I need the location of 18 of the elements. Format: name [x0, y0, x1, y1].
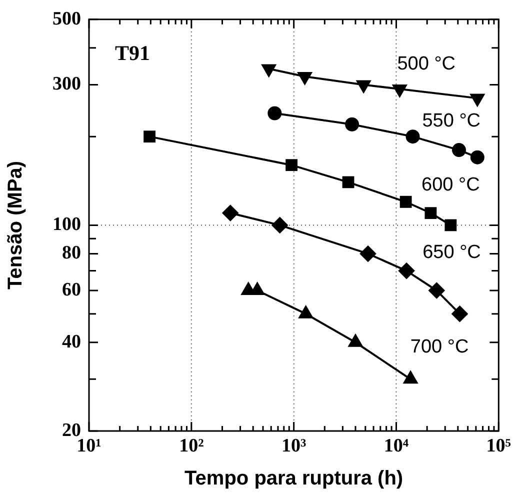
y-tick-label: 300 — [52, 74, 81, 95]
y-tick-label: 500 — [52, 8, 81, 30]
legend-label: 650 °C — [422, 242, 481, 264]
x-tick-label: 10⁴ — [384, 435, 409, 456]
legend-label: 700 °C — [410, 336, 469, 358]
x-tick-label: 10⁵ — [486, 435, 512, 456]
y-tick-label: 60 — [62, 279, 81, 300]
series-label: 550 °C — [422, 110, 481, 132]
y-tick-label: 80 — [62, 242, 81, 264]
x-tick-label: 10³ — [281, 435, 306, 456]
series-label: 500 °C — [397, 53, 456, 74]
y-tick-label: 100 — [52, 214, 81, 236]
y-axis-title: Tensão (MPa) — [4, 160, 27, 290]
series-label: 600 °C — [422, 174, 480, 196]
y-tick-label: 40 — [62, 331, 81, 352]
text: T91 — [115, 40, 150, 65]
x-tick-label: 10² — [179, 435, 204, 456]
x-axis-title: Tempo para ruptura (h) — [184, 468, 404, 490]
